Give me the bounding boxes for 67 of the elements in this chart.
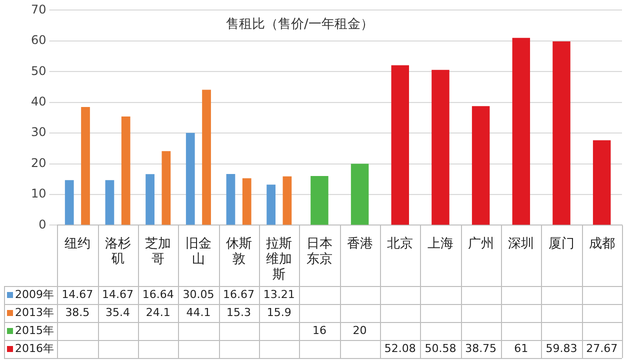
data-label: 16.64 [142, 288, 174, 301]
data-label: 27.67 [586, 342, 618, 355]
y-tick-label: 20 [30, 156, 46, 170]
data-label: 59.83 [546, 342, 578, 355]
bar [202, 90, 211, 225]
data-label: 14.67 [62, 288, 94, 301]
y-tick-label: 60 [30, 33, 46, 48]
data-label: 30.05 [182, 288, 214, 301]
bar [592, 140, 611, 225]
x-tick-label: 拉斯维加斯 [266, 236, 292, 283]
x-tick-label: 上海 [427, 236, 454, 252]
bar [432, 70, 450, 225]
x-tick-label: 芝加哥 [145, 236, 172, 267]
bar [81, 106, 90, 225]
x-tick-label: 洛杉矶 [104, 236, 131, 267]
text: 售租比（售价/一年租金） [226, 17, 374, 32]
bar [162, 151, 171, 225]
data-label: 50.58 [424, 342, 456, 355]
x-tick-label: 北京 [387, 236, 414, 252]
legend-label: 2016年 [15, 342, 54, 355]
x-tick-label: 厦门 [548, 235, 574, 252]
bar [350, 164, 369, 225]
bar [512, 38, 530, 225]
x-tick-label: 广州 [468, 236, 494, 252]
bar [186, 132, 195, 225]
x-tick-label: 深圳 [508, 236, 534, 252]
x-tick-label: 休斯敦 [226, 236, 252, 267]
legend-label: 2009年 [15, 288, 54, 301]
y-tick-label: 30 [30, 125, 46, 140]
bar [552, 41, 570, 225]
x-tick-label: 纽约 [64, 236, 90, 252]
y-tick-label: 10 [30, 186, 46, 201]
data-label: 13.21 [263, 288, 295, 301]
legend-label: 2015年 [15, 324, 54, 337]
data-label: 38.75 [465, 342, 497, 355]
data-label: 44.1 [186, 306, 211, 319]
data-label: 61 [514, 342, 528, 355]
bar [64, 180, 74, 225]
bar [146, 174, 154, 225]
bar [282, 176, 292, 225]
data-label: 52.08 [384, 342, 416, 355]
bar [310, 176, 328, 225]
x-tick-label: 旧金山 [185, 236, 212, 267]
data-label: 16 [312, 324, 326, 337]
legend-label: 2013年 [15, 306, 54, 319]
bar [242, 178, 252, 225]
data-label: 15.9 [266, 306, 292, 319]
bar [266, 184, 276, 225]
bar [105, 180, 114, 225]
bar [391, 65, 410, 225]
y-tick-label: 50 [30, 64, 46, 78]
y-tick-label: 70 [30, 2, 46, 16]
data-label: 35.4 [106, 306, 130, 319]
x-tick-label: 日本东京 [306, 236, 332, 267]
data-label: 38.5 [65, 306, 90, 319]
y-tick-label: 40 [30, 94, 46, 108]
data-label: 14.67 [102, 288, 134, 301]
data-label: 24.1 [146, 306, 170, 319]
x-tick-label: 成都 [588, 236, 615, 252]
bar [226, 174, 236, 225]
bar [121, 116, 130, 225]
data-label: 16.67 [223, 288, 255, 301]
data-label: 20 [352, 324, 367, 337]
bar [472, 106, 490, 225]
y-tick-label: 0 [38, 217, 46, 232]
x-tick-label: 香港 [346, 236, 373, 252]
data-label: 15.3 [226, 306, 252, 319]
